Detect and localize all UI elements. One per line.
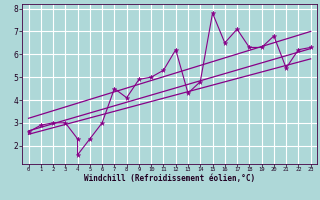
X-axis label: Windchill (Refroidissement éolien,°C): Windchill (Refroidissement éolien,°C): [84, 174, 255, 183]
